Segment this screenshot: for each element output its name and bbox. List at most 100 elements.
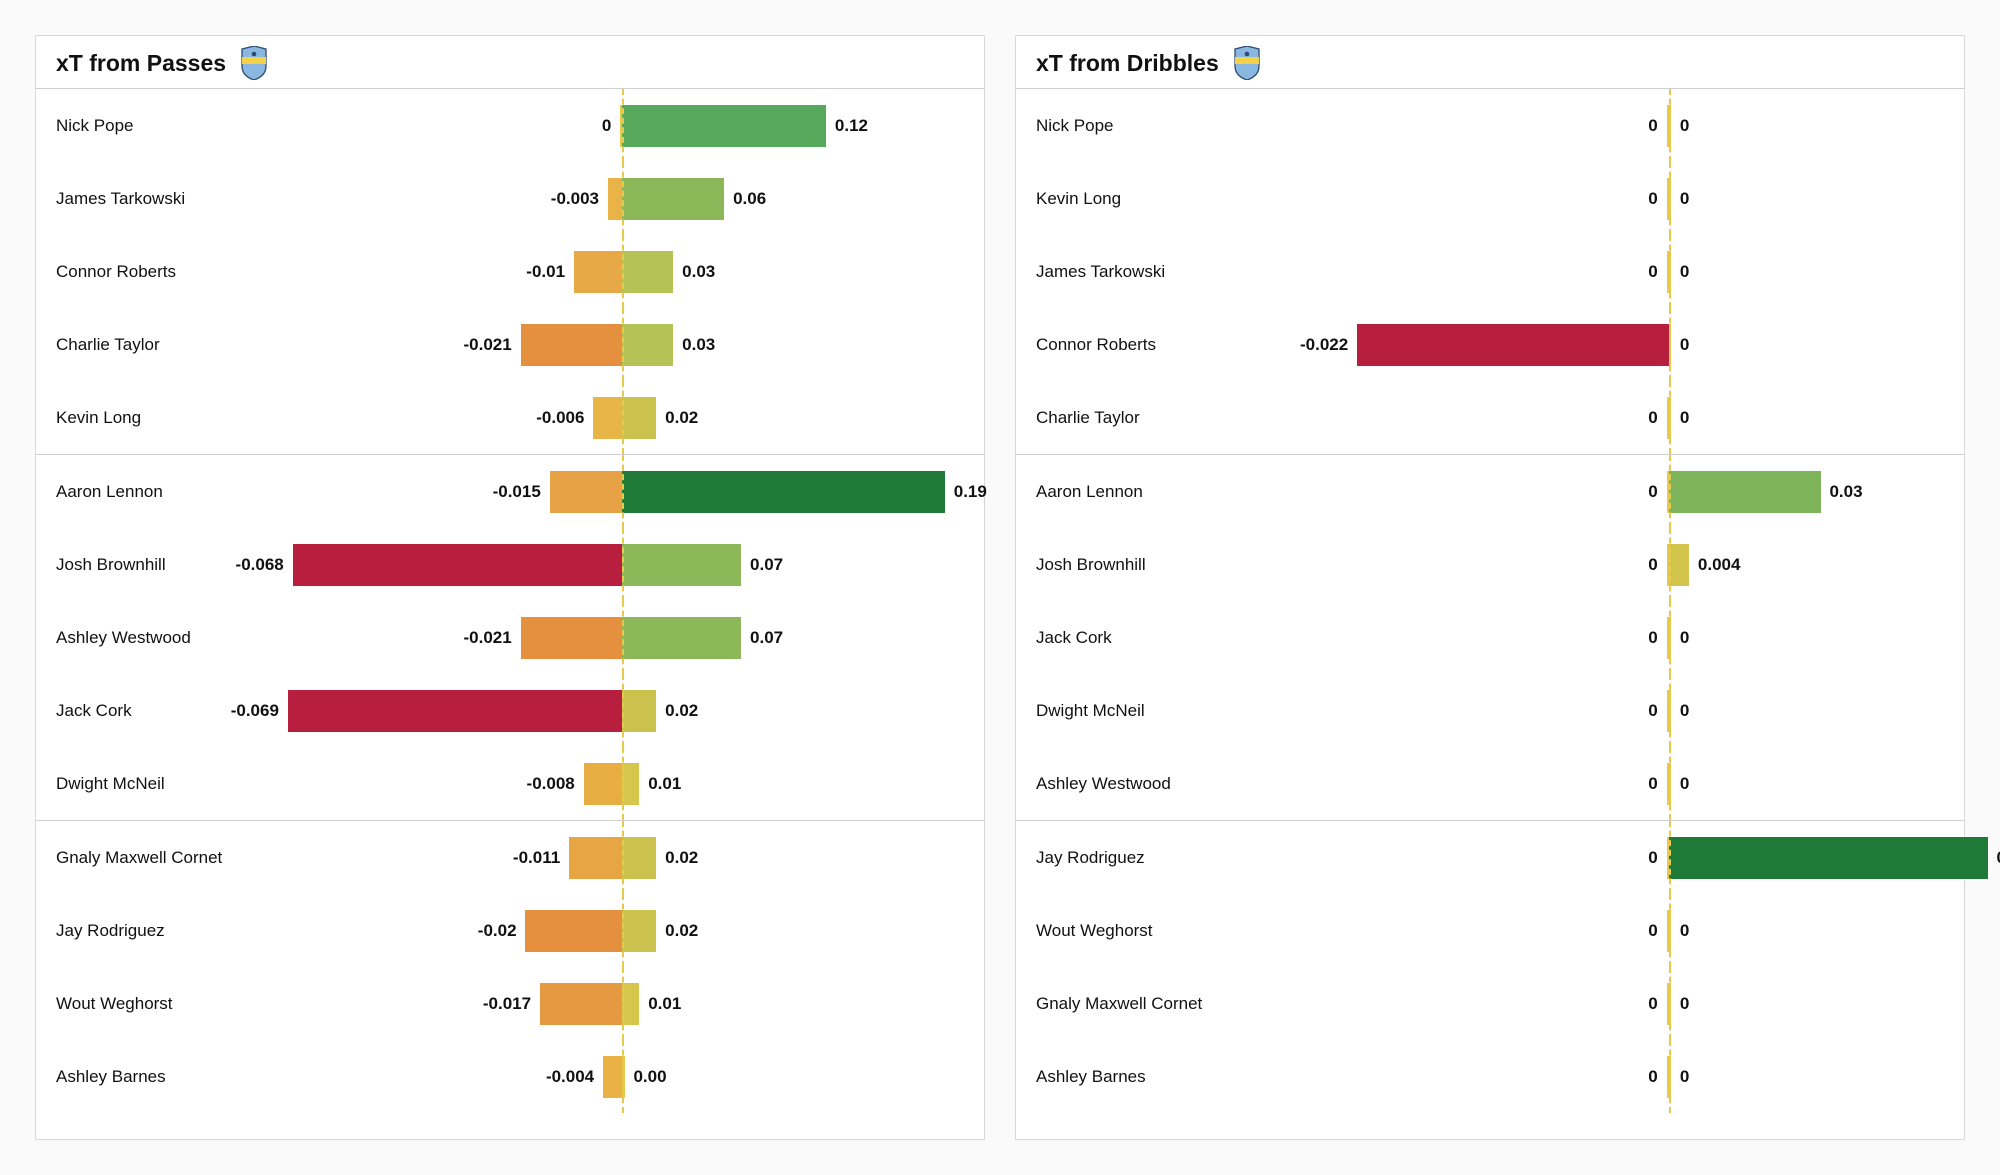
bar-area: -0.0220 bbox=[1226, 308, 1964, 381]
bar-positive bbox=[1669, 544, 1689, 586]
value-positive: 0 bbox=[1680, 994, 1689, 1014]
value-negative: -0.006 bbox=[536, 408, 584, 428]
passes-body: Nick Pope00.12James Tarkowski-0.0030.06C… bbox=[36, 89, 984, 1113]
player-name: Connor Roberts bbox=[1036, 335, 1226, 355]
bar-negative bbox=[608, 178, 623, 220]
player-name: James Tarkowski bbox=[56, 189, 246, 209]
zero-line bbox=[622, 894, 624, 967]
player-row: James Tarkowski00 bbox=[1016, 235, 1964, 308]
bar-positive bbox=[622, 983, 639, 1025]
zero-line bbox=[622, 528, 624, 601]
bar-area: 00 bbox=[1226, 601, 1964, 674]
value-positive: 0.07 bbox=[750, 628, 783, 648]
zero-line bbox=[622, 967, 624, 1040]
dribbles-title: xT from Dribbles bbox=[1036, 50, 1219, 77]
player-row: Nick Pope00 bbox=[1016, 89, 1964, 162]
value-positive: 0.03 bbox=[1829, 482, 1862, 502]
player-name: Wout Weghorst bbox=[56, 994, 246, 1014]
player-name: Wout Weghorst bbox=[1036, 921, 1226, 941]
value-negative: 0 bbox=[1648, 408, 1657, 428]
player-row: Dwight McNeil00 bbox=[1016, 674, 1964, 747]
value-positive: 0.07 bbox=[750, 555, 783, 575]
player-name: Ashley Westwood bbox=[56, 628, 246, 648]
bar-area: 00 bbox=[1226, 1040, 1964, 1113]
value-positive: 0.06 bbox=[733, 189, 766, 209]
value-positive: 0 bbox=[1680, 262, 1689, 282]
bar-positive bbox=[1669, 837, 1988, 879]
bar-area: 00.03 bbox=[1226, 455, 1964, 528]
player-name: Ashley Barnes bbox=[56, 1067, 246, 1087]
zero-line bbox=[1669, 235, 1671, 308]
bar-area: 00 bbox=[1226, 894, 1964, 967]
value-negative: -0.02 bbox=[478, 921, 517, 941]
value-positive: 0.01 bbox=[648, 994, 681, 1014]
passes-panel: xT from Passes Nick Pope00.12James Tarko… bbox=[35, 35, 985, 1140]
player-row: Gnaly Maxwell Cornet-0.0110.02 bbox=[36, 821, 984, 894]
player-row: Wout Weghorst00 bbox=[1016, 894, 1964, 967]
bar-positive bbox=[622, 178, 724, 220]
value-negative: 0 bbox=[1648, 848, 1657, 868]
player-name: Ashley Westwood bbox=[1036, 774, 1226, 794]
team-crest-icon bbox=[240, 46, 268, 80]
value-positive: 0.02 bbox=[665, 408, 698, 428]
passes-title: xT from Passes bbox=[56, 50, 226, 77]
bar-negative bbox=[1357, 324, 1669, 366]
zero-line bbox=[622, 162, 624, 235]
bar-area: 00 bbox=[1226, 674, 1964, 747]
bar-area: 00 bbox=[1226, 967, 1964, 1040]
value-positive: 0 bbox=[1680, 1067, 1689, 1087]
value-negative: -0.011 bbox=[513, 848, 560, 868]
row-group: Gnaly Maxwell Cornet-0.0110.02Jay Rodrig… bbox=[36, 821, 984, 1113]
team-crest-icon bbox=[1233, 46, 1261, 80]
value-positive: 0.02 bbox=[665, 921, 698, 941]
bar-positive bbox=[622, 105, 826, 147]
player-name: Charlie Taylor bbox=[56, 335, 246, 355]
player-row: Wout Weghorst-0.0170.01 bbox=[36, 967, 984, 1040]
player-row: Charlie Taylor-0.0210.03 bbox=[36, 308, 984, 381]
bar-area: -0.0110.02 bbox=[246, 821, 984, 894]
player-row: Aaron Lennon-0.0150.19 bbox=[36, 455, 984, 528]
player-name: Josh Brownhill bbox=[56, 555, 246, 575]
zero-line bbox=[1669, 1040, 1671, 1113]
value-negative: 0 bbox=[1648, 774, 1657, 794]
player-row: Jay Rodriguez-0.020.02 bbox=[36, 894, 984, 967]
bar-area: 00.063 bbox=[1226, 821, 1964, 894]
player-row: James Tarkowski-0.0030.06 bbox=[36, 162, 984, 235]
bar-negative bbox=[569, 837, 622, 879]
player-name: Nick Pope bbox=[56, 116, 246, 136]
bar-negative bbox=[521, 324, 623, 366]
bar-negative bbox=[574, 251, 622, 293]
value-negative: -0.015 bbox=[493, 482, 541, 502]
value-negative: 0 bbox=[1648, 262, 1657, 282]
value-positive: 0.01 bbox=[648, 774, 681, 794]
bar-negative bbox=[584, 763, 623, 805]
value-negative: -0.01 bbox=[526, 262, 565, 282]
zero-line bbox=[1669, 967, 1671, 1040]
dribbles-panel: xT from Dribbles Nick Pope00Kevin Long00… bbox=[1015, 35, 1965, 1140]
value-negative: -0.022 bbox=[1300, 335, 1348, 355]
bar-positive bbox=[622, 690, 656, 732]
player-row: Ashley Westwood-0.0210.07 bbox=[36, 601, 984, 674]
bar-negative bbox=[540, 983, 622, 1025]
value-negative: -0.021 bbox=[463, 335, 511, 355]
player-row: Dwight McNeil-0.0080.01 bbox=[36, 747, 984, 820]
value-negative: 0 bbox=[1648, 701, 1657, 721]
player-name: Gnaly Maxwell Cornet bbox=[56, 848, 246, 868]
bar-area: 00.004 bbox=[1226, 528, 1964, 601]
player-row: Ashley Barnes00 bbox=[1016, 1040, 1964, 1113]
row-group: Jay Rodriguez00.063Wout Weghorst00Gnaly … bbox=[1016, 821, 1964, 1113]
dribbles-body: Nick Pope00Kevin Long00James Tarkowski00… bbox=[1016, 89, 1964, 1113]
value-negative: -0.068 bbox=[236, 555, 284, 575]
bar-negative bbox=[593, 397, 622, 439]
player-row: Jay Rodriguez00.063 bbox=[1016, 821, 1964, 894]
value-negative: 0 bbox=[1648, 482, 1657, 502]
passes-header: xT from Passes bbox=[36, 36, 984, 89]
player-row: Connor Roberts-0.0220 bbox=[1016, 308, 1964, 381]
player-name: Ashley Barnes bbox=[1036, 1067, 1226, 1087]
zero-line bbox=[622, 455, 624, 528]
bar-positive bbox=[622, 544, 741, 586]
bar-positive bbox=[622, 324, 673, 366]
player-name: Jay Rodriguez bbox=[1036, 848, 1226, 868]
player-row: Ashley Barnes-0.0040.00 bbox=[36, 1040, 984, 1113]
bar-positive bbox=[622, 251, 673, 293]
